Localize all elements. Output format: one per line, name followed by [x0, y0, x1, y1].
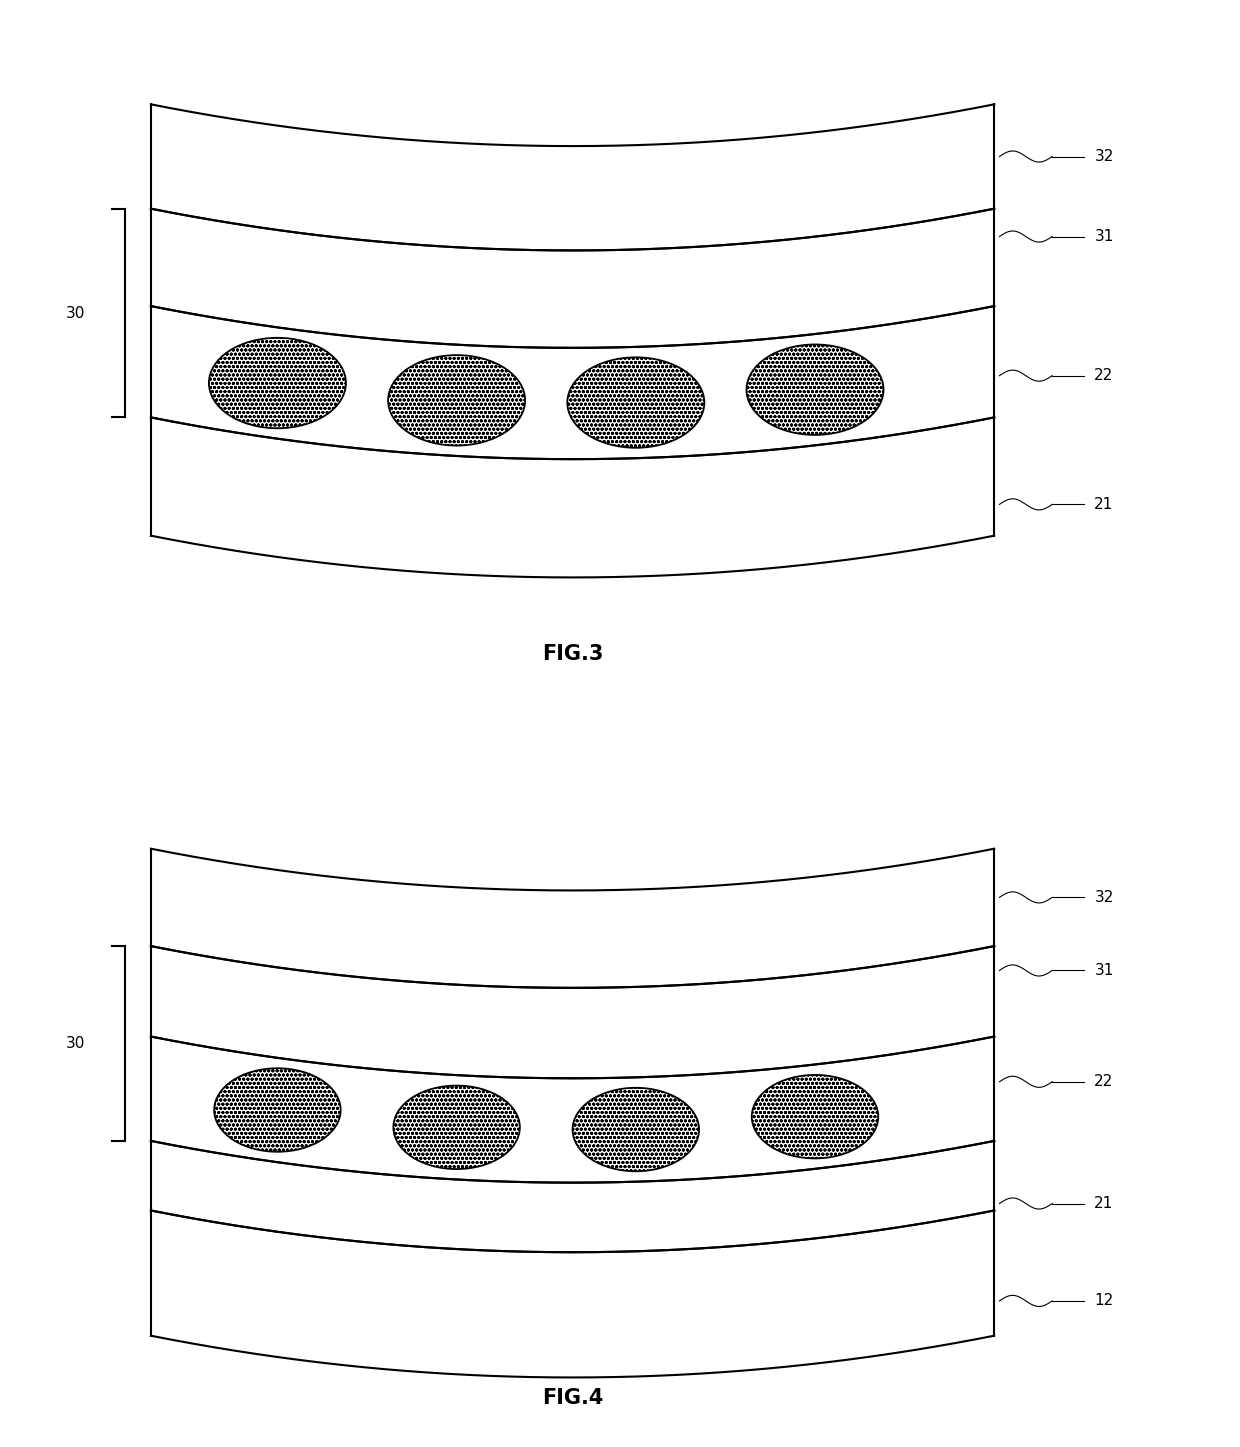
Polygon shape: [151, 208, 994, 347]
Text: 21: 21: [1095, 1197, 1114, 1211]
Text: FIG.3: FIG.3: [542, 644, 603, 664]
Circle shape: [388, 355, 525, 446]
Circle shape: [573, 1088, 699, 1171]
Text: 32: 32: [1095, 890, 1114, 904]
Circle shape: [208, 337, 346, 428]
Polygon shape: [151, 1036, 994, 1182]
Polygon shape: [151, 1140, 994, 1252]
Text: 31: 31: [1095, 229, 1114, 245]
Circle shape: [746, 344, 884, 436]
Text: 30: 30: [66, 1036, 86, 1051]
Text: 22: 22: [1095, 368, 1114, 383]
Polygon shape: [151, 1211, 994, 1378]
Text: 31: 31: [1095, 962, 1114, 978]
Text: 12: 12: [1095, 1294, 1114, 1308]
Circle shape: [567, 357, 704, 447]
Text: FIG.4: FIG.4: [542, 1388, 603, 1408]
Text: 21: 21: [1095, 496, 1114, 512]
Polygon shape: [151, 307, 994, 459]
Polygon shape: [151, 849, 994, 988]
Text: 22: 22: [1095, 1074, 1114, 1090]
Circle shape: [751, 1075, 878, 1159]
Circle shape: [393, 1085, 520, 1169]
Text: 32: 32: [1095, 149, 1114, 164]
Polygon shape: [151, 946, 994, 1078]
Text: 30: 30: [66, 305, 86, 321]
Polygon shape: [151, 417, 994, 577]
Circle shape: [215, 1068, 341, 1152]
Polygon shape: [151, 104, 994, 250]
